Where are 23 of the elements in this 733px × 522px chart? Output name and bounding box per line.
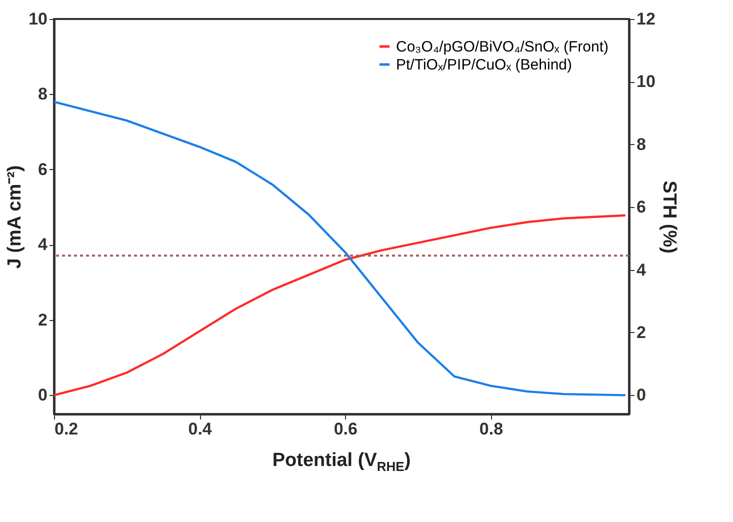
y2-tick-label: 8 <box>636 134 646 154</box>
y-tick-label: 8 <box>38 84 48 104</box>
y2-tick-label: 0 <box>636 386 646 405</box>
y2-axis-title: STH (%) <box>658 180 680 254</box>
line-series <box>52 100 626 396</box>
y2-tick-label: 12 <box>636 10 656 28</box>
y-tick-label: 0 <box>38 386 48 405</box>
x-tick-label: 0.4 <box>188 420 212 438</box>
x-tick-label: 0.2 <box>54 420 78 438</box>
y-tick-label: 4 <box>38 235 48 254</box>
legend-label: Co₃O₄/pGO/BiVO₄/SnOₓ (Front) <box>396 38 608 56</box>
y-tick-label: 10 <box>28 10 48 28</box>
y2-tick-label: 4 <box>636 260 646 280</box>
x-tick-label: 0.6 <box>334 420 358 438</box>
y-axis-title: J (mA cm⁻²) <box>4 165 26 269</box>
line-series <box>52 214 626 396</box>
x-tick-label: 0.8 <box>479 420 504 438</box>
y2-tick-label: 2 <box>636 322 646 342</box>
y2-tick-label: 10 <box>636 72 656 92</box>
legend-label: Pt/TiOₓ/PIP/CuOₓ (Behind) <box>396 56 572 74</box>
y2-tick-label: 6 <box>636 198 646 217</box>
y-tick-label: 6 <box>38 160 48 179</box>
y-tick-label: 2 <box>38 310 48 330</box>
